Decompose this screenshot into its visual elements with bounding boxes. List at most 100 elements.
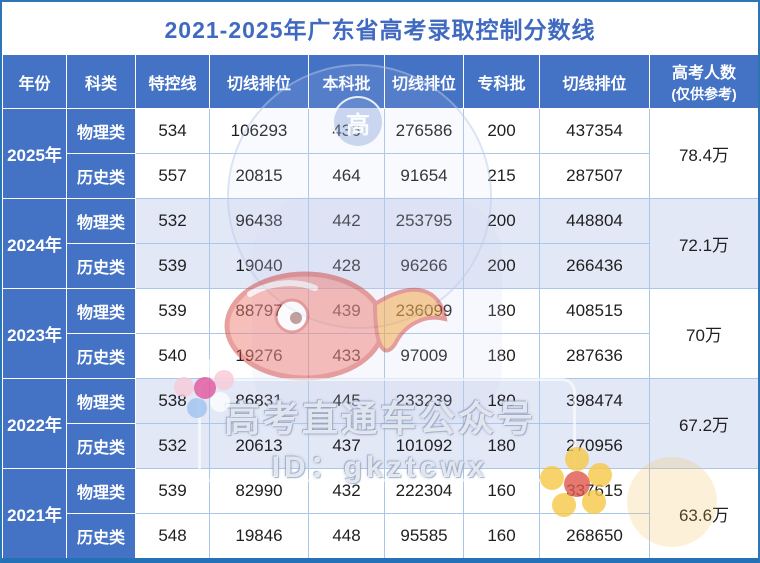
data-cell: 236099 <box>384 288 464 334</box>
data-cell: 437354 <box>539 108 650 154</box>
table-row: 2021年 物理类 539 82990 432 222304 160 33761… <box>2 468 758 558</box>
col-header-special-line: 特控线 <box>135 54 210 109</box>
table-row: 2023年 物理类 539 88797 439 236099 180 40851… <box>2 288 758 379</box>
data-cell: 439 <box>308 288 385 334</box>
data-cell: 180 <box>463 423 540 469</box>
category-cell: 历史类 <box>66 423 136 469</box>
exam-count-cell: 72.1万 <box>649 198 758 289</box>
col-header-year: 年份 <box>2 54 67 109</box>
data-cell: 539 <box>135 243 210 289</box>
score-table: 年份 科类 特控线 切线排位 本科批 切线排位 专科批 切线排位 高考人数 (仅… <box>2 54 759 558</box>
data-cell: 437 <box>308 423 385 469</box>
exam-count-cell: 63.6万 <box>649 468 758 558</box>
data-cell: 540 <box>135 333 210 379</box>
exam-count-cell: 78.4万 <box>649 108 758 199</box>
table-row: 历史类 532 20613 437 101092 180 270956 <box>3 423 759 469</box>
category-cell: 物理类 <box>66 108 136 154</box>
data-cell: 19040 <box>209 243 309 289</box>
data-cell: 270956 <box>539 423 650 469</box>
data-cell: 19846 <box>209 513 309 558</box>
data-cell: 557 <box>135 153 210 199</box>
year-cell-2021: 2021年 <box>2 468 67 558</box>
data-cell: 448804 <box>539 198 650 244</box>
col-header-vocational: 专科批 <box>463 54 540 109</box>
data-cell: 160 <box>463 468 540 514</box>
data-cell: 96266 <box>384 243 464 289</box>
year-cell-2024: 2024年 <box>2 198 67 289</box>
table-row: 历史类 540 19276 433 97009 180 287636 <box>3 333 759 379</box>
category-cell: 物理类 <box>66 378 136 424</box>
exam-count-cell: 67.2万 <box>649 378 758 469</box>
data-cell: 464 <box>308 153 385 199</box>
data-cell: 180 <box>463 333 540 379</box>
data-cell: 398474 <box>539 378 650 424</box>
year-cell-2022: 2022年 <box>2 378 67 469</box>
category-cell: 物理类 <box>66 288 136 334</box>
col-header-rank-2: 切线排位 <box>384 54 464 109</box>
year-cell-2025: 2025年 <box>2 108 67 199</box>
data-cell: 432 <box>308 468 385 514</box>
data-cell: 442 <box>308 198 385 244</box>
data-cell: 106293 <box>209 108 309 154</box>
data-cell: 200 <box>463 198 540 244</box>
data-cell: 276586 <box>384 108 464 154</box>
data-cell: 408515 <box>539 288 650 334</box>
data-cell: 428 <box>308 243 385 289</box>
data-cell: 88797 <box>209 288 309 334</box>
category-cell: 物理类 <box>66 198 136 244</box>
data-cell: 534 <box>135 108 210 154</box>
col-header-rank-3: 切线排位 <box>539 54 650 109</box>
data-cell: 532 <box>135 423 210 469</box>
table-row: 2025年 物理类 534 106293 436 276586 200 4373… <box>2 108 758 199</box>
data-cell: 97009 <box>384 333 464 379</box>
exam-count-cell: 70万 <box>649 288 758 379</box>
data-cell: 86831 <box>209 378 309 424</box>
data-cell: 215 <box>463 153 540 199</box>
data-cell: 337615 <box>539 468 650 514</box>
category-cell: 历史类 <box>66 333 136 379</box>
table-row: 历史类 557 20815 464 91654 215 287507 <box>3 153 759 199</box>
col-header-undergrad: 本科批 <box>308 54 385 109</box>
data-cell: 539 <box>135 288 210 334</box>
data-cell: 82990 <box>209 468 309 514</box>
data-cell: 91654 <box>384 153 464 199</box>
data-cell: 436 <box>308 108 385 154</box>
data-cell: 20613 <box>209 423 309 469</box>
data-cell: 448 <box>308 513 385 558</box>
data-cell: 200 <box>463 243 540 289</box>
data-cell: 222304 <box>384 468 464 514</box>
col-header-exam-count: 高考人数 (仅供参考) <box>649 54 758 109</box>
data-cell: 200 <box>463 108 540 154</box>
header-row: 年份 科类 特控线 切线排位 本科批 切线排位 专科批 切线排位 高考人数 (仅… <box>2 54 758 109</box>
data-cell: 445 <box>308 378 385 424</box>
col-header-exam-count-line2: (仅供参考) <box>671 86 737 102</box>
data-cell: 180 <box>463 378 540 424</box>
category-cell: 历史类 <box>66 243 136 289</box>
data-cell: 253795 <box>384 198 464 244</box>
data-cell: 19276 <box>209 333 309 379</box>
data-cell: 287507 <box>539 153 650 199</box>
data-cell: 539 <box>135 468 210 514</box>
table-row: 历史类 539 19040 428 96266 200 266436 <box>3 243 759 289</box>
data-cell: 160 <box>463 513 540 558</box>
data-cell: 433 <box>308 333 385 379</box>
table-row: 历史类 548 19846 448 95585 160 268650 <box>3 513 759 558</box>
data-cell: 266436 <box>539 243 650 289</box>
col-header-rank-1: 切线排位 <box>209 54 309 109</box>
data-cell: 20815 <box>209 153 309 199</box>
data-cell: 101092 <box>384 423 464 469</box>
year-cell-2023: 2023年 <box>2 288 67 379</box>
data-cell: 233239 <box>384 378 464 424</box>
category-cell: 历史类 <box>66 153 136 199</box>
data-cell: 96438 <box>209 198 309 244</box>
table-row: 2022年 物理类 538 86831 445 233239 180 39847… <box>2 378 758 469</box>
col-header-category: 科类 <box>66 54 136 109</box>
category-cell: 物理类 <box>66 468 136 514</box>
data-cell: 538 <box>135 378 210 424</box>
data-cell: 548 <box>135 513 210 558</box>
col-header-exam-count-line1: 高考人数 <box>671 65 736 82</box>
title-band: 2021-2025年广东省高考录取控制分数线 <box>2 2 758 54</box>
data-cell: 180 <box>463 288 540 334</box>
page-title: 2021-2025年广东省高考录取控制分数线 <box>164 17 596 43</box>
